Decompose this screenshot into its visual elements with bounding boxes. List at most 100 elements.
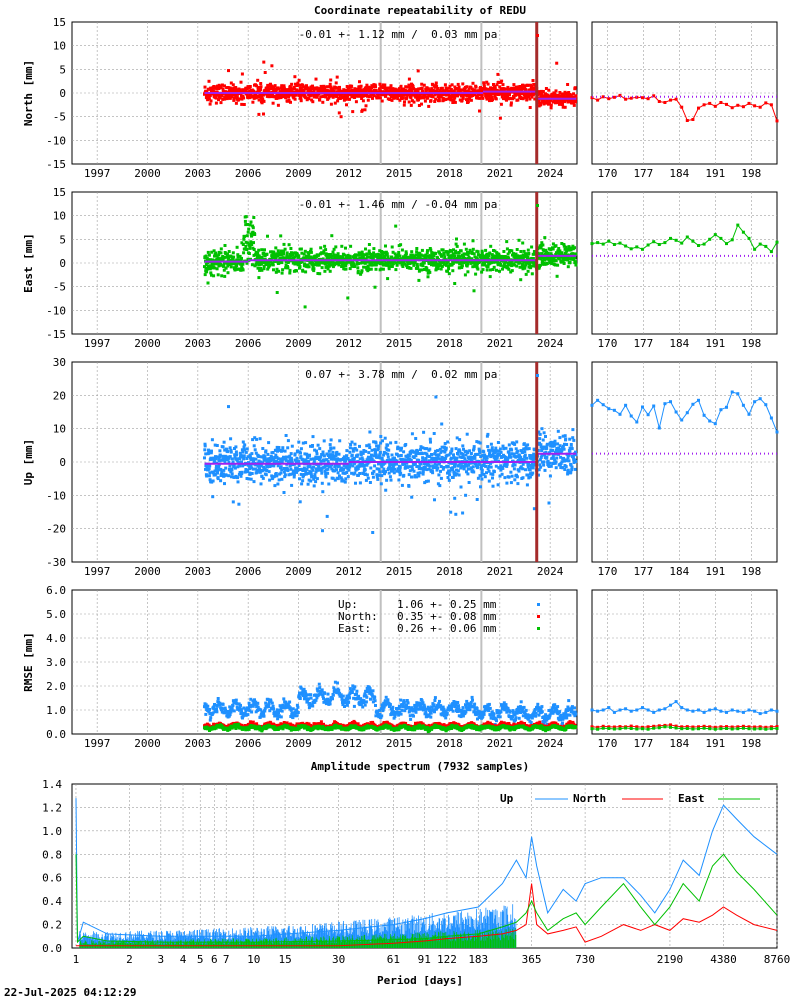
data-point: [358, 80, 361, 83]
data-point: [215, 102, 218, 105]
data-point: [321, 482, 324, 485]
data-point: [509, 456, 512, 459]
data-point: [527, 270, 530, 273]
data-point: [312, 466, 315, 469]
data-point: [567, 265, 570, 268]
scatter-up: [203, 396, 577, 535]
data-point: [232, 256, 235, 259]
data-point: [288, 243, 291, 246]
data-point: [453, 497, 456, 500]
recent-xtick-label: 177: [633, 167, 653, 180]
data-point: [525, 457, 528, 460]
data-point: [530, 246, 533, 249]
data-point: [252, 241, 255, 244]
data-point: [364, 108, 367, 111]
data-point: [345, 103, 348, 106]
data-point: [495, 449, 498, 452]
data-point: [508, 443, 511, 446]
data-point: [300, 447, 303, 450]
recent-point: [596, 241, 599, 244]
recent-point: [658, 100, 661, 103]
data-point: [525, 99, 528, 102]
data-point: [452, 453, 455, 456]
data-point: [361, 269, 364, 272]
data-point: [399, 472, 402, 475]
recent-point: [647, 244, 650, 247]
data-point: [407, 485, 410, 488]
data-point: [397, 479, 400, 482]
data-point: [516, 482, 519, 485]
data-point: [304, 270, 307, 273]
data-point: [555, 466, 558, 469]
data-point: [214, 252, 217, 255]
data-point: [455, 238, 458, 241]
data-point: [465, 248, 468, 251]
data-point: [256, 252, 259, 255]
data-point: [510, 249, 513, 252]
data-point: [543, 431, 546, 434]
data-point: [539, 103, 542, 106]
data-point: [205, 270, 208, 273]
data-point: [566, 83, 569, 86]
data-point: [253, 233, 256, 236]
data-point: [381, 457, 384, 460]
data-point: [355, 449, 358, 452]
recent-xtick-label: 184: [669, 167, 689, 180]
data-point: [281, 446, 284, 449]
data-point: [490, 466, 493, 469]
data-point: [493, 266, 496, 269]
data-point: [486, 433, 489, 436]
data-point: [477, 250, 480, 253]
data-point: [394, 441, 397, 444]
data-point: [230, 265, 233, 268]
data-point: [296, 457, 299, 460]
data-point: [252, 216, 255, 219]
data-point: [280, 261, 283, 264]
data-point: [457, 469, 460, 472]
data-point: [217, 469, 220, 472]
xtick-label: 2018: [436, 565, 463, 578]
data-point: [209, 103, 212, 106]
data-point: [374, 85, 377, 88]
data-point: [513, 478, 516, 481]
data-point: [276, 483, 279, 486]
data-point: [326, 85, 329, 88]
data-point: [512, 83, 515, 86]
recent-point: [770, 250, 773, 253]
data-point: [245, 215, 248, 218]
data-point: [277, 270, 280, 273]
data-point: [311, 444, 314, 447]
data-point: [330, 234, 333, 237]
data-point: [476, 498, 479, 501]
recent-point: [742, 231, 745, 234]
data-point: [370, 454, 373, 457]
data-point: [318, 272, 321, 275]
data-point: [259, 82, 262, 85]
data-point: [335, 81, 338, 84]
data-point: [546, 443, 549, 446]
data-point: [369, 467, 372, 470]
data-point: [410, 96, 413, 99]
data-point: [216, 472, 219, 475]
data-point: [550, 104, 553, 107]
data-point: [221, 95, 224, 98]
data-point: [466, 472, 469, 475]
data-point: [524, 454, 527, 457]
data-point: [573, 246, 576, 249]
recent-point: [714, 105, 717, 108]
data-point: [208, 464, 211, 467]
data-point: [521, 467, 524, 470]
data-point: [390, 479, 393, 482]
data-point: [458, 474, 461, 477]
data-point: [210, 99, 213, 102]
data-point: [386, 277, 389, 280]
data-point: [516, 475, 519, 478]
data-point: [367, 256, 370, 259]
data-point: [430, 454, 433, 457]
data-point: [330, 103, 333, 106]
data-point: [237, 503, 240, 506]
data-point: [371, 449, 374, 452]
data-point: [464, 273, 467, 276]
data-point: [280, 465, 283, 468]
data-point: [365, 104, 368, 107]
